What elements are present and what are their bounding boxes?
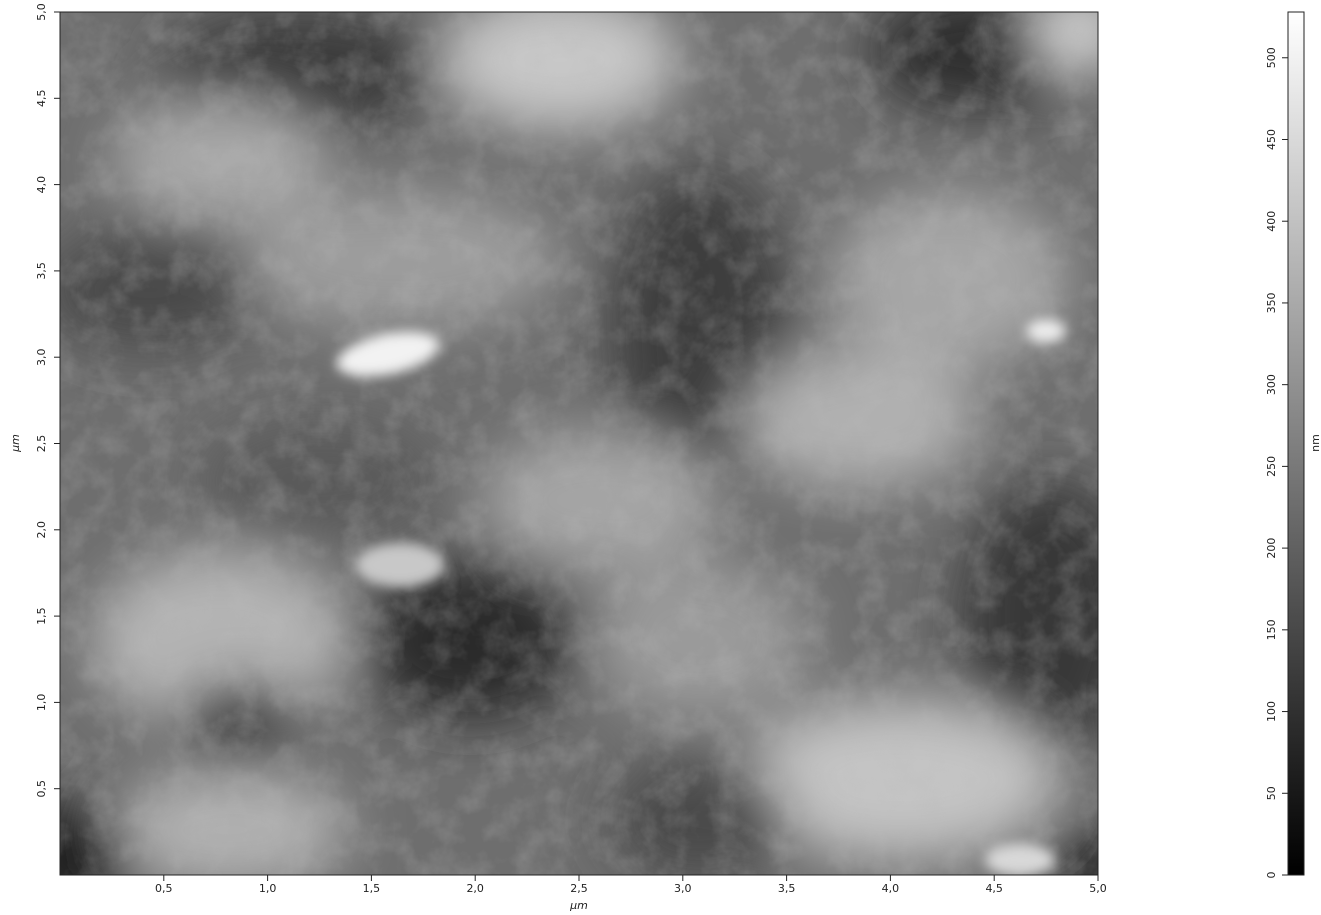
colorbar-tick-label: 100 bbox=[1265, 701, 1278, 722]
y-tick-label: 2,0 bbox=[35, 521, 48, 539]
x-tick-label: 0,5 bbox=[155, 882, 173, 895]
height-map bbox=[10, 0, 1140, 915]
x-tick-label: 5,0 bbox=[1089, 882, 1107, 895]
y-axis-label: µm bbox=[9, 434, 22, 453]
colorbar-tick-label: 150 bbox=[1265, 619, 1278, 640]
x-tick-label: 1,0 bbox=[259, 882, 277, 895]
colorbar-tick-label: 0 bbox=[1265, 872, 1278, 879]
y-tick-label: 1,0 bbox=[35, 694, 48, 712]
y-tick-label: 3,5 bbox=[35, 262, 48, 280]
colorbar-tick-label: 350 bbox=[1265, 292, 1278, 313]
colorbar-tick-label: 300 bbox=[1265, 374, 1278, 395]
y-tick-label: 4,5 bbox=[35, 90, 48, 108]
colorbar-tick-label: 400 bbox=[1265, 211, 1278, 232]
x-tick-label: 1,5 bbox=[363, 882, 381, 895]
x-tick-label: 3,0 bbox=[674, 882, 692, 895]
x-tick-label: 3,5 bbox=[778, 882, 796, 895]
colorbar-tick-label: 500 bbox=[1265, 47, 1278, 68]
y-tick-label: 1,5 bbox=[35, 607, 48, 625]
colorbar-tick-label: 200 bbox=[1265, 538, 1278, 559]
colorbar-tick-label: 50 bbox=[1265, 786, 1278, 800]
x-tick-label: 2,0 bbox=[466, 882, 484, 895]
x-tick-label: 4,0 bbox=[882, 882, 900, 895]
x-tick-label: 2,5 bbox=[570, 882, 588, 895]
y-tick-label: 5,0 bbox=[35, 3, 48, 21]
x-tick-label: 4,5 bbox=[985, 882, 1003, 895]
colorbar-label: nm bbox=[1309, 434, 1321, 452]
colorbar bbox=[1288, 12, 1304, 875]
y-tick-label: 3,0 bbox=[35, 348, 48, 366]
y-tick-label: 2,5 bbox=[35, 435, 48, 453]
colorbar-tick-label: 250 bbox=[1265, 456, 1278, 477]
y-tick-label: 0,5 bbox=[35, 780, 48, 798]
y-tick-label: 4,0 bbox=[35, 176, 48, 194]
x-axis-label: µm bbox=[569, 899, 588, 912]
afm-figure: µm µm nm 0,5 1,0 1,5 2,0 2,5 3,0 3,5 4,0 4,5 5,0 0… bbox=[0, 0, 1321, 915]
colorbar-tick-label: 450 bbox=[1265, 129, 1278, 150]
